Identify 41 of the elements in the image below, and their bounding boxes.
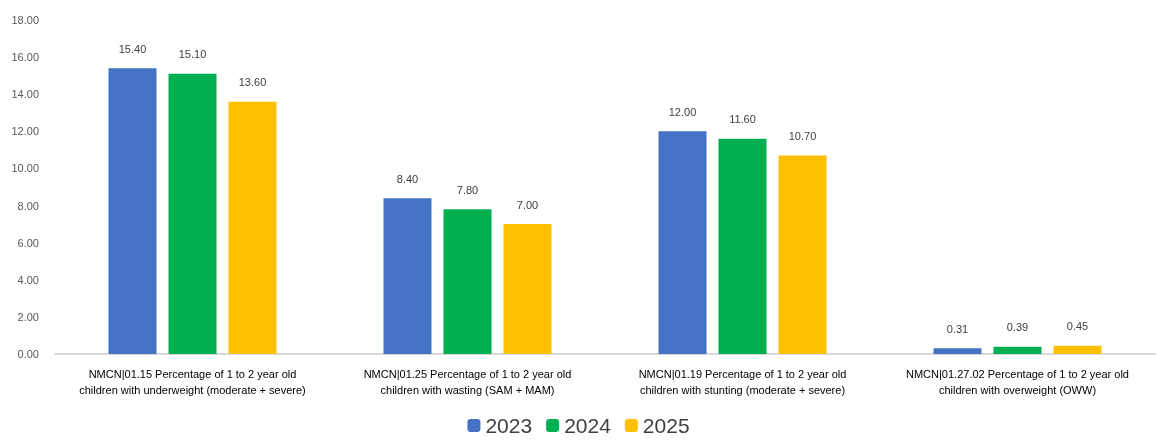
legend-label: 2024 — [564, 414, 612, 437]
y-tick-label: 12.00 — [11, 125, 39, 138]
y-tick-label: 0.00 — [17, 348, 39, 360]
bar — [993, 346, 1042, 354]
y-tick-label: 10.00 — [11, 162, 39, 175]
bar — [658, 131, 707, 354]
bar — [108, 68, 157, 354]
y-tick-label: 8.00 — [17, 199, 39, 212]
y-tick-label: 6.00 — [17, 236, 39, 249]
data-label: 7.80 — [456, 183, 479, 196]
legend-label: 2025 — [642, 414, 690, 437]
data-label: 0.31 — [946, 322, 969, 335]
data-label: 13.60 — [238, 76, 267, 89]
bar — [443, 209, 492, 354]
data-label: 10.70 — [788, 129, 817, 142]
bar — [933, 348, 982, 354]
x-tick-label: NMCN|01.15 Percentage of 1 to 2 year old children with underweight (moderate + severe) — [79, 368, 306, 396]
bar — [718, 138, 767, 354]
y-tick-label: 14.00 — [11, 88, 39, 101]
bar — [168, 73, 217, 354]
bar — [1053, 345, 1102, 354]
data-label: 15.40 — [118, 42, 147, 55]
data-label: 12.00 — [668, 105, 697, 118]
legend-label: 2023 — [485, 414, 533, 437]
x-tick-label: NMCN|01.25 Percentage of 1 to 2 year old children with wasting (SAM + MAM) — [363, 368, 572, 396]
data-label: 0.45 — [1066, 320, 1089, 333]
bar — [778, 155, 827, 354]
bar — [383, 198, 432, 354]
x-tick-label: NMCN|01.19 Percentage of 1 to 2 year old children with stunting (moderate + severe) — [638, 368, 847, 396]
data-label: 7.00 — [516, 198, 539, 211]
y-tick-label: 16.00 — [11, 51, 39, 64]
bar — [503, 224, 552, 354]
data-label: 15.10 — [178, 48, 207, 61]
data-label: 8.40 — [396, 172, 419, 185]
y-tick-label: 4.00 — [17, 273, 39, 286]
y-tick-label: 2.00 — [17, 310, 39, 323]
data-label: 11.60 — [729, 113, 756, 126]
data-label: 0.39 — [1006, 321, 1029, 334]
y-tick-label: 18.00 — [11, 14, 39, 26]
bar — [228, 101, 277, 354]
x-tick-label: NMCN|01.27.02 Percentage of 1 to 2 year old children with overweight (OWW) — [906, 368, 1129, 396]
